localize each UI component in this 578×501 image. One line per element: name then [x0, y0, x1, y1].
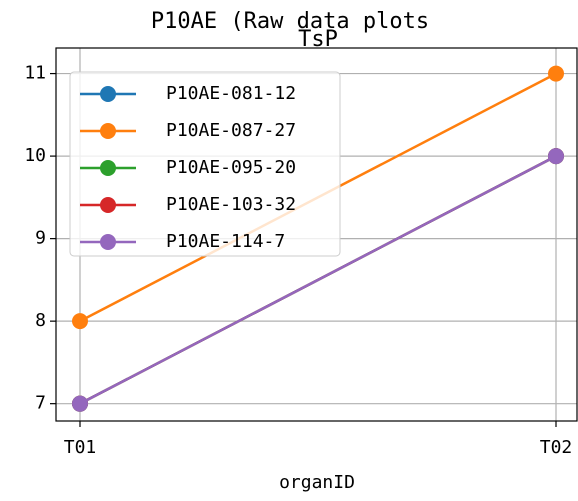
data-point — [72, 313, 88, 330]
legend-marker — [100, 197, 116, 213]
y-tick-label: 10 — [24, 145, 46, 166]
x-tick-label: T01 — [64, 437, 97, 458]
legend-label: P10AE-087-27 — [166, 120, 296, 141]
x-axis-label: organID — [279, 472, 355, 493]
y-tick-label: 9 — [35, 228, 46, 249]
data-point — [548, 65, 564, 82]
legend-marker — [100, 160, 116, 176]
plot-frame — [55, 47, 578, 422]
legend-marker — [100, 123, 116, 139]
legend-label: P10AE-114-7 — [166, 231, 285, 252]
legend-box — [69, 71, 341, 257]
legend-label: P10AE-103-32 — [166, 194, 296, 215]
series-line — [79, 154, 557, 405]
y-tick-label: 11 — [24, 63, 46, 84]
y-tick-label: 8 — [35, 310, 46, 331]
legend-marker — [100, 234, 116, 250]
x-tick-label: T02 — [540, 437, 573, 458]
legend-label: P10AE-095-20 — [166, 157, 296, 178]
data-point — [548, 148, 564, 165]
chart-title: P10AE (Raw data plots — [151, 9, 429, 34]
data-point — [72, 395, 88, 412]
y-tick-label: 7 — [35, 393, 46, 414]
legend-label: P10AE-081-12 — [166, 83, 296, 104]
legend-marker — [100, 86, 116, 102]
